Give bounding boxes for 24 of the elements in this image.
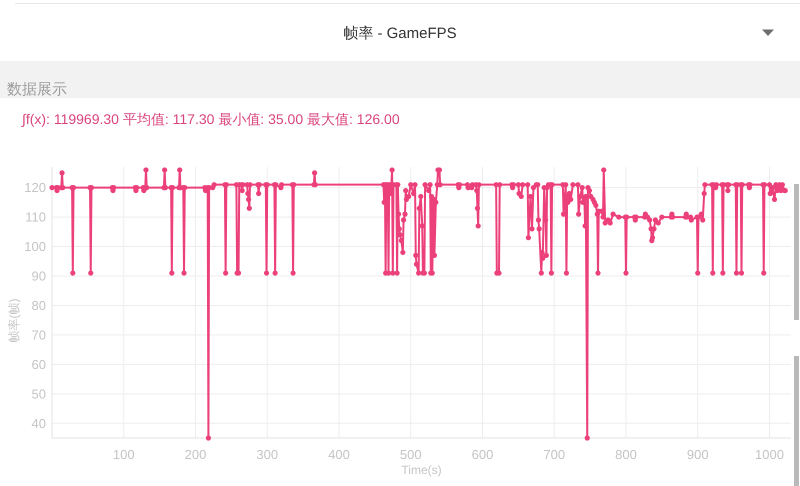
- x-tick: 1000: [755, 447, 784, 462]
- x-tick: 200: [184, 447, 206, 462]
- y-tick: 110: [25, 210, 46, 225]
- ylabel: 帧率(帧): [7, 298, 21, 342]
- subtitle: 数据展示: [7, 81, 67, 98]
- x-tick: 300: [256, 447, 278, 462]
- y-tick: 40: [32, 416, 46, 431]
- y-tick: 100: [24, 239, 46, 254]
- annotation: ∫f(x): 119969.30 平均值: 117.30 最小值: 35.00 最大值: 126.00: [22, 111, 400, 127]
- y-tick: 50: [32, 386, 46, 402]
- x-tick: 900: [686, 447, 709, 462]
- y-tick: 60: [32, 356, 46, 372]
- y-tick: 120: [24, 180, 46, 196]
- x-tick: 600: [472, 447, 494, 462]
- y-tick: 80: [32, 298, 46, 313]
- x-tick: 400: [328, 447, 350, 462]
- xlabel: Time(s): [401, 463, 442, 477]
- y-tick: 70: [32, 327, 46, 342]
- x-tick: 700: [543, 447, 566, 462]
- y-tick: 90: [32, 268, 46, 284]
- x-tick: 500: [400, 447, 422, 462]
- x-tick: 800: [615, 447, 637, 462]
- title: 帧率 - GameFPS: [343, 25, 457, 42]
- x-tick: 100: [112, 447, 135, 462]
